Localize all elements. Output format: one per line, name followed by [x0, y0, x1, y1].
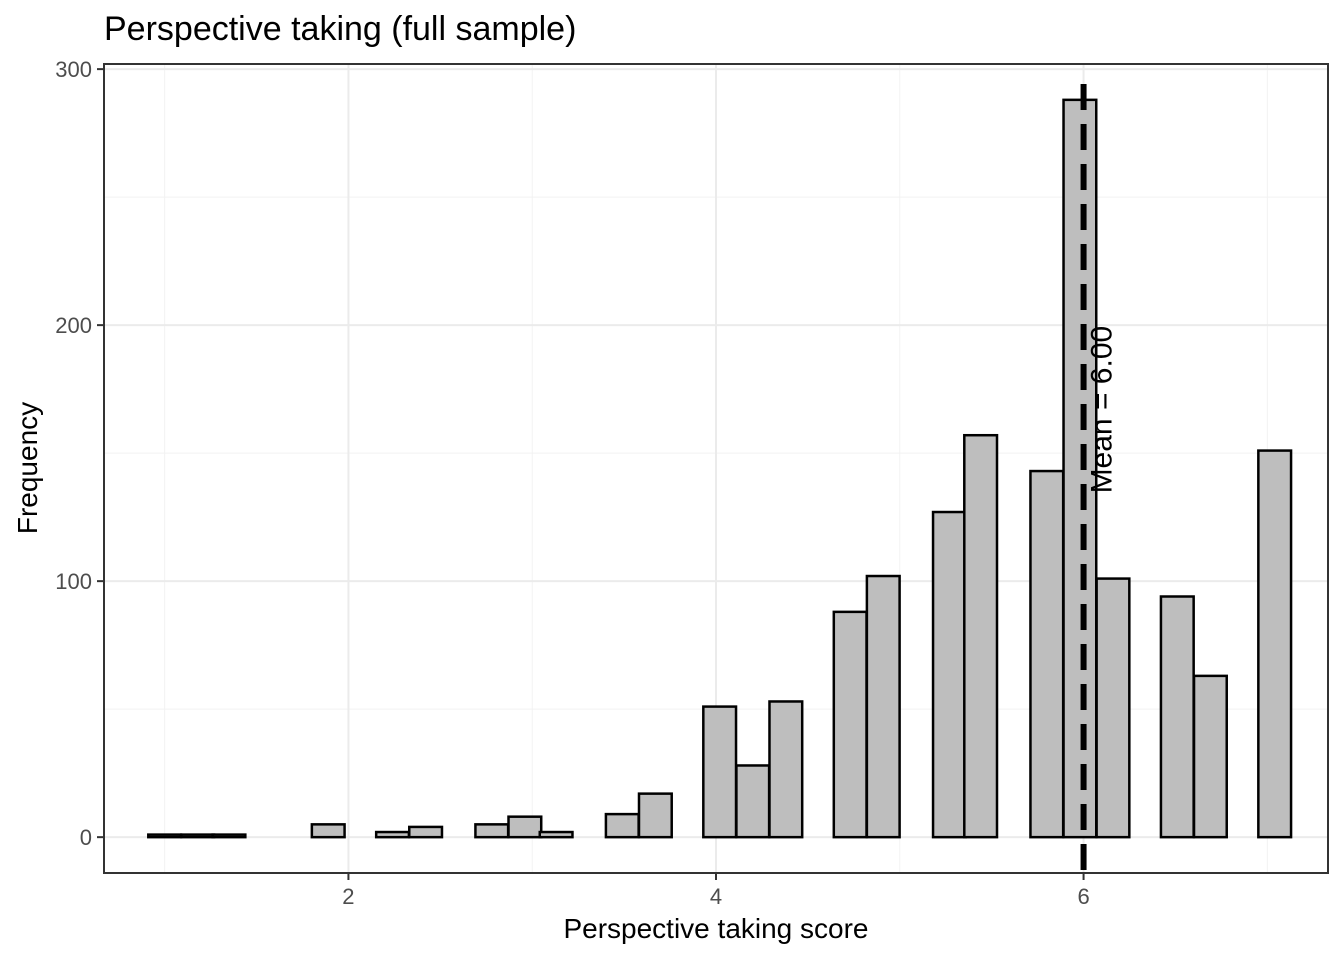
histogram-bar — [735, 764, 771, 839]
histogram-bar — [310, 823, 346, 839]
histogram-bar — [1159, 595, 1195, 839]
histogram-bar — [931, 510, 968, 839]
y-tick-label: 200 — [55, 313, 92, 338]
histogram-bar — [211, 833, 247, 839]
histogram-bar — [538, 830, 574, 839]
x-tick-label: 2 — [342, 884, 354, 909]
x-tick-label: 4 — [710, 884, 722, 909]
x-tick-label: 6 — [1077, 884, 1089, 909]
histogram-bar — [832, 610, 868, 839]
mean-label: Mean = 6.00 — [1086, 326, 1119, 494]
histogram-bar — [180, 833, 216, 839]
histogram-bar — [474, 823, 510, 839]
x-axis-title: Perspective taking score — [563, 913, 868, 944]
histogram-bar — [702, 705, 738, 839]
histogram-bar — [1257, 449, 1293, 839]
histogram-bar — [1095, 577, 1131, 839]
histogram-bar — [768, 700, 804, 839]
grid — [104, 64, 1328, 873]
histogram-bar — [1029, 469, 1065, 839]
chart-title: Perspective taking (full sample) — [104, 10, 576, 48]
histogram-bar — [1192, 674, 1228, 839]
mean-group: Mean = 6.00 — [1080, 84, 1119, 873]
y-tick-label: 100 — [55, 569, 92, 594]
histogram-bar — [1062, 98, 1098, 839]
histogram-bar — [963, 433, 999, 839]
y-axis-title: Frequency — [12, 402, 43, 534]
histogram-bar — [637, 792, 673, 839]
bars — [147, 98, 1293, 839]
y-tick-label: 0 — [80, 825, 92, 850]
histogram-bar — [507, 815, 543, 839]
axes: 2 4 6 0 100 200 300 — [55, 57, 1089, 909]
histogram-bar — [604, 812, 640, 839]
histogram-bar — [374, 830, 411, 839]
y-tick-label: 300 — [55, 57, 92, 82]
histogram-bar — [147, 833, 183, 839]
histogram-bar — [408, 825, 444, 839]
histogram-bar — [865, 574, 901, 839]
